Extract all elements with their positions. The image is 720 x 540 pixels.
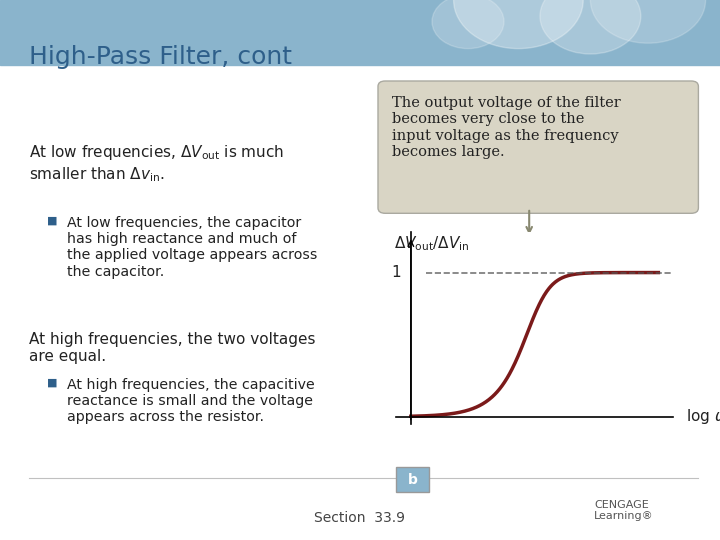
Text: High-Pass Filter, cont: High-Pass Filter, cont	[29, 45, 292, 69]
Text: At low frequencies, the capacitor
has high reactance and much of
the applied vol: At low frequencies, the capacitor has hi…	[67, 216, 318, 279]
Bar	[0, 0, 720, 65]
Circle shape	[454, 0, 583, 49]
Text: $\Delta V_\mathrm{out}/\Delta V_\mathrm{in}$: $\Delta V_\mathrm{out}/\Delta V_\mathrm{…	[394, 234, 469, 253]
Text: At high frequencies, the two voltages
are equal.: At high frequencies, the two voltages ar…	[29, 332, 315, 365]
Text: 1: 1	[392, 265, 401, 280]
Text: ■: ■	[47, 378, 58, 388]
Text: The output voltage of the filter
becomes very close to the
input voltage as the : The output voltage of the filter becomes…	[392, 96, 621, 159]
FancyBboxPatch shape	[378, 81, 698, 213]
Text: CENGAGE
Learning®: CENGAGE Learning®	[594, 500, 654, 521]
Text: ■: ■	[47, 216, 58, 226]
Text: At high frequencies, the capacitive
reactance is small and the voltage
appears a: At high frequencies, the capacitive reac…	[67, 378, 315, 424]
Text: b: b	[408, 472, 418, 487]
Circle shape	[590, 0, 706, 43]
Text: Section  33.9: Section 33.9	[315, 511, 405, 525]
FancyBboxPatch shape	[396, 467, 429, 492]
Circle shape	[540, 0, 641, 54]
Text: $\log\,\omega$: $\log\,\omega$	[685, 407, 720, 426]
Text: At low frequencies, $\Delta V_\mathrm{out}$ is much
smaller than $\Delta v_\math: At low frequencies, $\Delta V_\mathrm{ou…	[29, 143, 284, 184]
Circle shape	[432, 0, 504, 49]
